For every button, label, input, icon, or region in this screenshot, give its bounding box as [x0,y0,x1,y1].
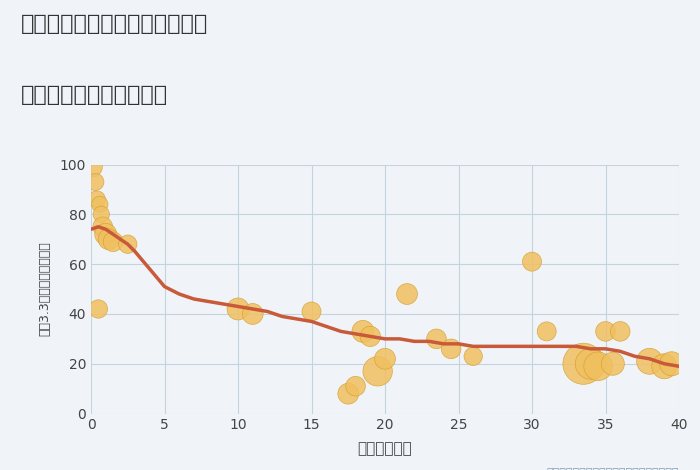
X-axis label: 築年数（年）: 築年数（年） [358,441,412,456]
Text: 円の大きさは、取引のあった物件面積を示す: 円の大きさは、取引のあった物件面積を示す [547,469,679,470]
Point [468,352,479,360]
Point [578,360,589,368]
Point [446,345,457,352]
Point [91,196,102,203]
Point [608,360,619,368]
Point [431,335,442,343]
Point [402,290,413,298]
Point [122,241,133,248]
Point [365,333,376,340]
Point [103,235,114,243]
Point [343,390,354,398]
Text: 築年数別中古戸建て価格: 築年数別中古戸建て価格 [21,85,168,105]
Point [306,308,317,315]
Text: 三重県津市一志町みのりヶ丘の: 三重県津市一志町みのりヶ丘の [21,14,209,34]
Point [232,305,244,313]
Point [247,310,258,318]
Point [96,211,107,218]
Point [541,328,552,335]
Point [87,163,98,171]
Point [379,355,391,362]
Point [100,230,111,238]
Point [659,362,670,370]
Point [358,328,369,335]
Point [600,328,611,335]
Point [372,368,384,375]
Point [90,178,101,186]
Point [97,223,108,230]
Point [615,328,626,335]
Point [350,383,361,390]
Point [94,201,106,208]
Y-axis label: 坪（3.3㎡）単価（万円）: 坪（3.3㎡）単価（万円） [38,242,51,337]
Point [593,362,604,370]
Point [585,360,596,368]
Point [644,358,655,365]
Point [666,360,678,368]
Point [92,305,104,313]
Point [526,258,538,266]
Point [108,238,119,245]
